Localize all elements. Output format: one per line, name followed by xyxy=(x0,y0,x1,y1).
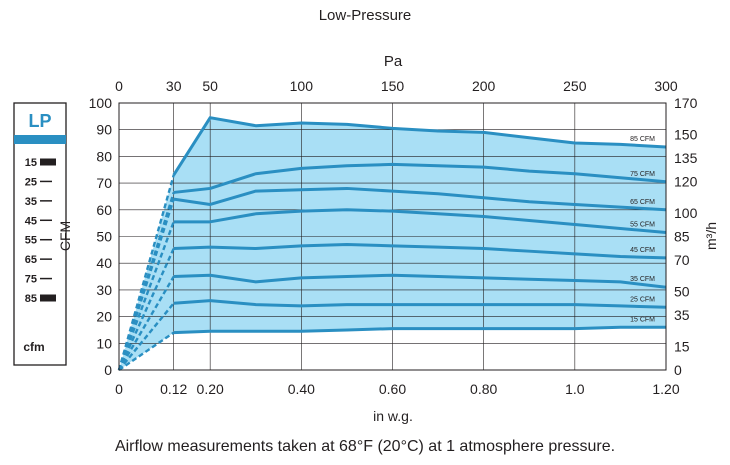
x-tick-label: 0.40 xyxy=(288,381,315,397)
right-tick-label: 35 xyxy=(674,307,690,323)
gauge-mark-label: 75 xyxy=(25,274,37,286)
series-line xyxy=(173,243,667,260)
startup-dashed-line xyxy=(118,302,175,371)
right-tick-label: 0 xyxy=(674,362,682,378)
top-tick-label: 0 xyxy=(115,78,123,94)
gauge-mark-label: 85 xyxy=(25,293,37,305)
y-tick-label: 60 xyxy=(96,202,112,218)
footnote: Airflow measurements taken at 68°F (20°C… xyxy=(114,438,616,455)
y-tick-label: 40 xyxy=(96,255,112,271)
right-tick-label: 170 xyxy=(674,95,698,111)
x-tick-label: 1.20 xyxy=(652,381,679,397)
x-tick-label: 0 xyxy=(115,381,123,397)
y-tick-label: 70 xyxy=(96,175,112,191)
series-label: 45 CFM xyxy=(630,247,655,254)
gauge-mark-bar xyxy=(40,294,56,302)
startup-dashed-line xyxy=(117,198,175,371)
y-tick-label: 30 xyxy=(96,282,112,298)
right-axis-label: m³/h xyxy=(703,222,719,250)
x-axis-label: in w.g. xyxy=(373,408,413,424)
gauge-mark-label: 35 xyxy=(25,196,37,208)
top-tick-label: 300 xyxy=(654,78,678,94)
top-axis-label: Pa xyxy=(384,53,403,70)
y-axis-label: CFM xyxy=(57,221,73,251)
right-tick-label: 100 xyxy=(674,205,698,221)
gauge-mark-label: 45 xyxy=(25,215,37,227)
y-tick-label: 90 xyxy=(96,122,112,138)
cfm-gauge: LP 15 25 35 45 55 65 75 85 cfm xyxy=(13,102,67,366)
y-tick-label: 20 xyxy=(96,309,112,325)
gauge-unit: cfm xyxy=(23,340,44,354)
startup-dashed-line xyxy=(117,248,175,371)
chart-title: Low-Pressure xyxy=(318,7,412,24)
y-tick-label: 80 xyxy=(96,148,112,164)
y-tick-label: 0 xyxy=(104,362,112,378)
series-line xyxy=(173,162,667,194)
y-tick-label: 10 xyxy=(96,335,112,351)
series-label: 75 CFM xyxy=(630,171,655,178)
gauge-mark-label: 55 xyxy=(25,235,37,247)
series-line xyxy=(173,299,667,309)
series-line xyxy=(173,325,666,335)
right-tick-label: 150 xyxy=(674,126,698,142)
gauge-label: LP xyxy=(28,111,51,131)
startup-dashed-line xyxy=(117,221,175,371)
series-line xyxy=(173,208,667,234)
plot-frame xyxy=(118,102,667,371)
x-tick-label: 0.12 xyxy=(160,381,187,397)
top-tick-label: 250 xyxy=(563,78,587,94)
series-label: 25 CFM xyxy=(630,296,655,303)
gauge-mark-label: 15 xyxy=(25,157,37,169)
gauge-mark-label: 65 xyxy=(25,254,37,266)
series-label: 55 CFM xyxy=(630,221,655,228)
x-tick-label: 1.0 xyxy=(565,381,585,397)
y-tick-label: 100 xyxy=(89,95,113,111)
series-label: 15 CFM xyxy=(630,316,655,323)
series-line xyxy=(173,186,667,212)
right-tick-label: 70 xyxy=(674,252,690,268)
top-tick-label: 100 xyxy=(290,78,314,94)
top-tick-label: 200 xyxy=(472,78,496,94)
series-label: 85 CFM xyxy=(630,136,655,143)
right-tick-label: 85 xyxy=(674,229,690,245)
x-tick-label: 0.20 xyxy=(197,381,224,397)
y-tick-label: 50 xyxy=(96,229,112,245)
right-tick-label: 50 xyxy=(674,283,690,299)
x-tick-label: 0.80 xyxy=(470,381,497,397)
series-line xyxy=(173,273,667,289)
series-line xyxy=(172,116,667,176)
series-label: 35 CFM xyxy=(630,276,655,283)
right-tick-label: 120 xyxy=(674,174,698,190)
top-tick-label: 150 xyxy=(381,78,405,94)
startup-dashed-line xyxy=(118,331,175,371)
gauge-mark-bar xyxy=(40,158,56,166)
top-tick-label: 50 xyxy=(202,78,218,94)
right-tick-label: 135 xyxy=(674,150,698,166)
startup-dashed-line xyxy=(117,275,175,371)
series-label: 65 CFM xyxy=(630,199,655,206)
top-tick-label: 30 xyxy=(166,78,182,94)
gauge-mark-label: 25 xyxy=(25,176,37,188)
x-tick-label: 0.60 xyxy=(379,381,406,397)
right-tick-label: 15 xyxy=(674,338,690,354)
